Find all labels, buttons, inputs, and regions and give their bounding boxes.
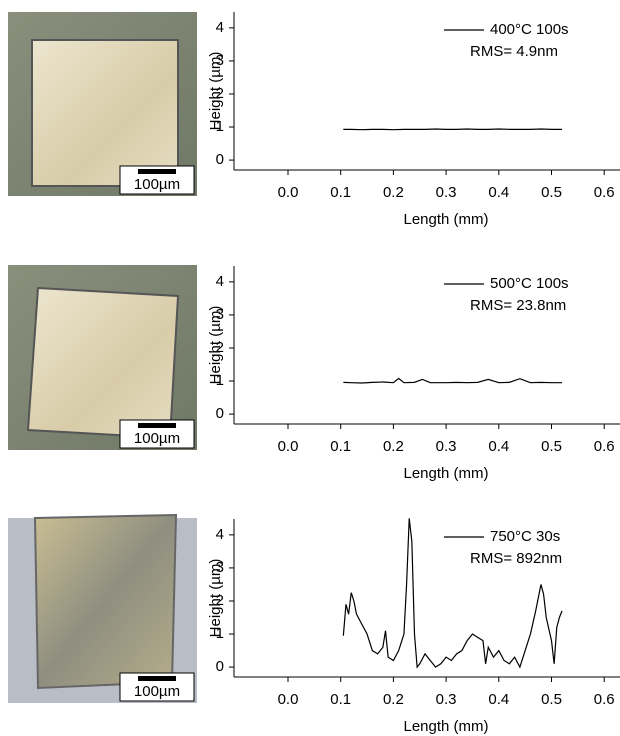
profile-line [343,128,563,131]
y-tick-label: 1 [216,372,224,389]
profile-line [342,518,563,669]
legend-label: 750°C 30s [490,528,560,545]
y-tick-label: 0 [216,658,224,675]
x-axis-title: Length (mm) [403,211,488,228]
x-tick-label: 0.0 [278,438,299,455]
profile-line [343,377,563,384]
x-tick-label: 0.0 [278,691,299,708]
x-tick-label: 0.0 [278,184,299,201]
x-tick-label: 0.2 [383,691,404,708]
x-tick-label: 0.4 [488,691,509,708]
annotation: RMS= 892nm [470,550,562,567]
x-tick-label: 0.4 [488,438,509,455]
x-tick-label: 0.1 [330,438,351,455]
x-tick-label: 0.2 [383,184,404,201]
y-axis-title: Height (µm) [207,559,224,638]
annotation: RMS= 4.9nm [470,43,558,60]
y-tick-label: 3 [216,52,224,69]
y-tick-label: 3 [216,306,224,323]
x-tick-label: 0.3 [436,184,457,201]
y-tick-label: 0 [216,151,224,168]
scale-bar-label: 100µm [134,176,180,193]
y-tick-label: 3 [216,559,224,576]
scale-bar [138,169,176,174]
y-tick-label: 1 [216,118,224,135]
x-axis-title: Length (mm) [403,718,488,735]
scale-bar-label: 100µm [134,430,180,447]
x-tick-label: 0.6 [594,438,615,455]
y-tick-label: 2 [216,592,224,609]
y-tick-label: 4 [216,19,224,36]
y-tick-label: 1 [216,625,224,642]
x-tick-label: 0.5 [541,691,562,708]
y-axis-title: Height (µm) [207,306,224,385]
x-tick-label: 0.4 [488,184,509,201]
x-tick-label: 0.6 [594,184,615,201]
x-tick-label: 0.2 [383,438,404,455]
x-tick-label: 0.5 [541,438,562,455]
micrograph [8,12,197,703]
y-tick-label: 2 [216,85,224,102]
y-tick-label: 4 [216,526,224,543]
x-tick-label: 0.1 [330,691,351,708]
scale-bar [138,423,176,428]
scale-bar-label: 100µm [134,683,180,700]
x-axis-title: Length (mm) [403,465,488,482]
y-axis-title: Height (µm) [207,52,224,131]
y-tick-label: 2 [216,339,224,356]
x-tick-label: 0.3 [436,691,457,708]
x-tick-label: 0.5 [541,184,562,201]
annotation: RMS= 23.8nm [470,297,566,314]
x-tick-label: 0.3 [436,438,457,455]
y-tick-label: 0 [216,405,224,422]
legend-label: 400°C 100s [490,21,569,38]
y-tick-label: 4 [216,273,224,290]
x-tick-label: 0.6 [594,691,615,708]
scale-bar [138,676,176,681]
x-tick-label: 0.1 [330,184,351,201]
legend-label: 500°C 100s [490,275,569,292]
